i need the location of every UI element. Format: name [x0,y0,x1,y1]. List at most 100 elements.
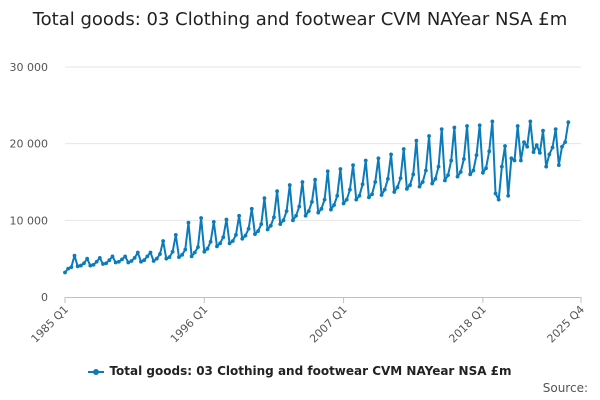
series-total-goods[interactable] [63,119,571,275]
data-point[interactable] [515,124,520,128]
data-point[interactable] [357,193,362,198]
data-point[interactable] [262,196,267,201]
data-point[interactable] [256,229,260,233]
data-point[interactable] [537,150,542,155]
data-point[interactable] [509,156,514,161]
data-point[interactable] [253,232,257,237]
data-point[interactable] [85,256,90,261]
data-point[interactable] [449,158,454,163]
data-point[interactable] [249,206,254,211]
data-point[interactable] [351,163,355,168]
data-point[interactable] [493,191,498,196]
data-point[interactable] [234,233,238,237]
data-point[interactable] [180,252,185,257]
data-point[interactable] [199,216,204,220]
data-point[interactable] [417,184,422,189]
data-point[interactable] [341,201,346,206]
data-point[interactable] [196,245,200,250]
data-point[interactable] [135,250,140,255]
data-point[interactable] [272,215,276,220]
data-point[interactable] [458,170,463,174]
data-point[interactable] [177,255,181,260]
data-point[interactable] [376,156,381,161]
data-point[interactable] [490,119,495,124]
data-point[interactable] [265,227,270,232]
data-point[interactable] [338,167,343,171]
data-point[interactable] [360,182,365,187]
data-point[interactable] [471,168,476,173]
data-point[interactable] [474,153,479,158]
data-point[interactable] [566,120,571,125]
data-point[interactable] [398,176,403,181]
data-point[interactable] [313,177,317,182]
data-point[interactable] [329,207,333,212]
data-point[interactable] [518,158,523,163]
data-point[interactable] [395,185,400,190]
data-point[interactable] [113,260,118,265]
data-point[interactable] [215,244,219,249]
data-point[interactable] [363,158,368,163]
data-point[interactable] [101,262,105,266]
data-point[interactable] [72,253,77,258]
data-point[interactable] [246,226,251,231]
data-point[interactable] [145,254,150,259]
data-point[interactable] [389,152,393,157]
data-point[interactable] [151,259,156,263]
data-point[interactable] [455,174,460,179]
data-point[interactable] [94,259,99,264]
data-point[interactable] [436,164,441,169]
data-point[interactable] [306,209,311,214]
data-point[interactable] [553,127,558,131]
data-point[interactable] [278,222,283,227]
data-point[interactable] [167,255,172,260]
data-point[interactable] [503,144,507,148]
data-point[interactable] [132,256,137,260]
data-point[interactable] [386,177,390,181]
data-point[interactable] [325,169,330,174]
data-point[interactable] [142,258,147,263]
data-point[interactable] [408,183,412,187]
data-point[interactable] [499,164,504,169]
data-point[interactable] [506,193,511,198]
data-point[interactable] [116,259,121,264]
data-point[interactable] [230,239,235,243]
data-point[interactable] [164,256,169,261]
data-point[interactable] [227,241,232,246]
data-point[interactable] [173,233,178,237]
data-point[interactable] [528,119,533,124]
data-point[interactable] [392,190,397,194]
data-point[interactable] [550,145,555,150]
data-point[interactable] [161,239,166,243]
data-point[interactable] [477,123,482,128]
data-point[interactable] [218,241,223,246]
data-point[interactable] [82,261,86,266]
data-point[interactable] [237,213,242,218]
data-point[interactable] [525,144,530,149]
data-point[interactable] [126,260,131,265]
data-point[interactable] [484,166,488,171]
data-point[interactable] [158,252,162,256]
data-point[interactable] [379,193,384,197]
data-point[interactable] [63,270,67,275]
data-point[interactable] [268,223,273,228]
data-point[interactable] [78,263,83,268]
data-point[interactable] [281,218,286,223]
data-point[interactable] [496,197,501,202]
data-point[interactable] [189,254,194,259]
data-point[interactable] [259,222,264,227]
data-point[interactable] [120,257,124,262]
data-point[interactable] [344,197,349,202]
data-point[interactable] [66,266,71,271]
data-point[interactable] [211,219,216,224]
data-point[interactable] [423,168,428,173]
data-point[interactable] [563,140,568,145]
data-point[interactable] [531,150,536,155]
data-point[interactable] [129,259,134,263]
data-point[interactable] [547,152,552,157]
data-point[interactable] [544,164,549,169]
data-point[interactable] [348,187,352,192]
series-line[interactable] [64,120,570,274]
data-point[interactable] [123,254,128,259]
data-point[interactable] [461,157,466,161]
data-point[interactable] [300,180,305,184]
